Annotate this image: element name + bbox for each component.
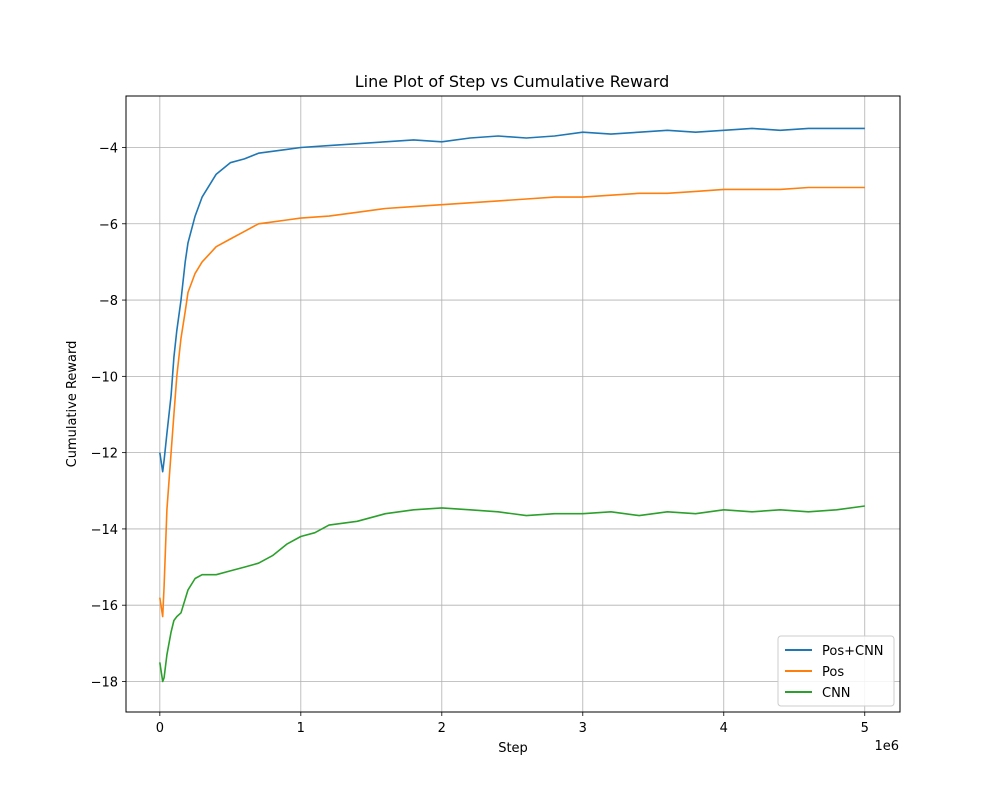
y-axis-label: Cumulative Reward [65,341,80,468]
grid-layer [126,96,900,712]
x-tick-label: 3 [579,721,587,736]
y-tick-layer: −18 −16 −14 −12 −10 −8 −6 −4 [91,141,126,690]
x-tick-label: 2 [438,721,446,736]
series-line-pos [159,186,865,618]
y-tick-label: −14 [91,523,118,538]
plot-area-frame [125,95,901,713]
legend-label-pos-cnn: Pos+CNN [822,644,884,659]
series-layer [159,127,865,683]
legend-label-cnn: CNN [822,686,851,701]
y-tick-label: −8 [99,294,118,309]
x-axis-label: Step [498,741,528,756]
x-tick-layer: 0 1 2 3 4 5 [156,712,869,736]
y-tick-label: −16 [91,599,118,614]
y-tick-label: −10 [91,370,118,385]
x-offset-label: 1e6 [874,739,899,754]
series-line-cnn [159,505,865,683]
x-tick-label: 4 [720,721,728,736]
y-tick-label: −6 [99,218,118,233]
x-tick-label: 0 [156,721,164,736]
x-tick-label: 1 [297,721,305,736]
y-tick-label: −4 [99,141,118,156]
chart-title: Line Plot of Step vs Cumulative Reward [355,72,670,91]
x-tick-label: 5 [861,721,869,736]
legend-box [777,635,895,707]
y-tick-label: −18 [91,675,118,690]
y-tick-label: −12 [91,447,118,462]
series-line-pos-cnn [159,127,865,473]
legend-label-pos: Pos [822,665,844,680]
legend: Pos+CNN Pos CNN [777,635,895,707]
